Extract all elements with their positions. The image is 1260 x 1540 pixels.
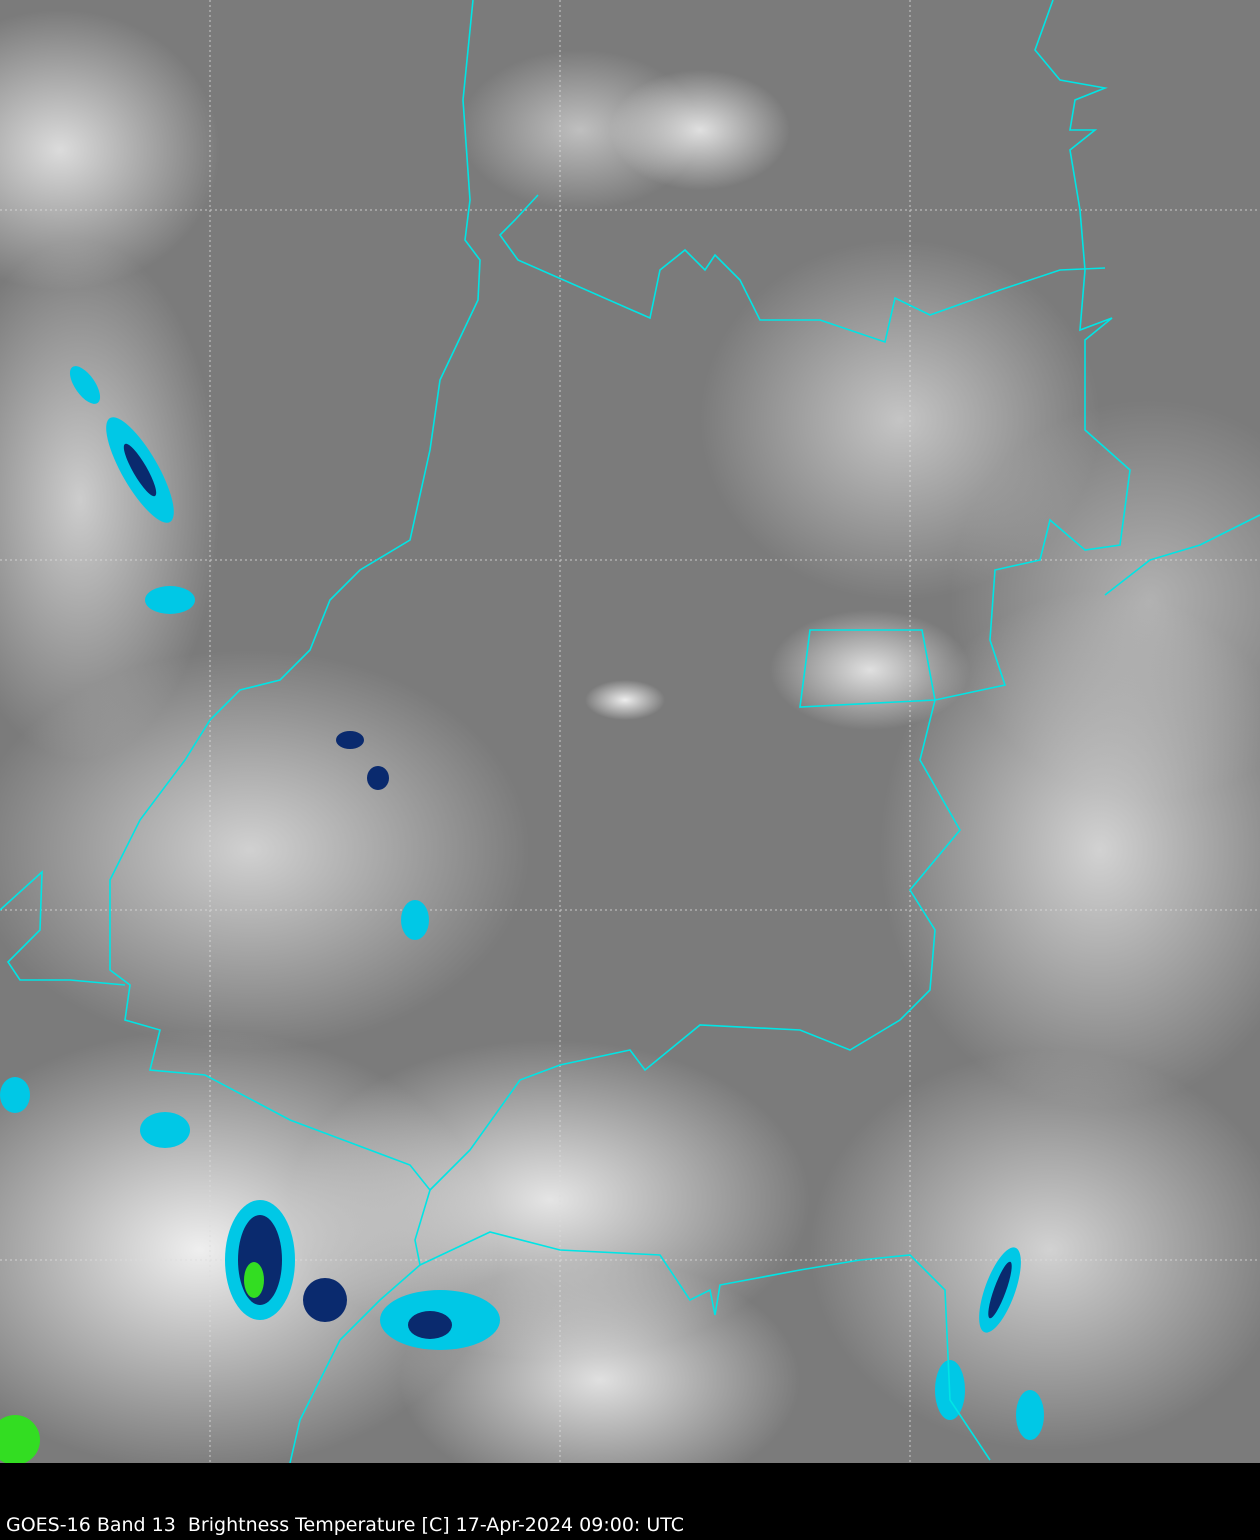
political-borders bbox=[0, 0, 1260, 1463]
cold-cloud bbox=[303, 1278, 347, 1322]
cold-cloud bbox=[123, 443, 157, 497]
map-overlay bbox=[0, 0, 1260, 1463]
brightness-temperature-imagery bbox=[0, 0, 1260, 1463]
coldest-core bbox=[244, 1262, 264, 1298]
cold-cloud bbox=[401, 900, 429, 940]
border-line bbox=[498, 194, 1106, 344]
border-line bbox=[1104, 514, 1260, 596]
lat-lon-gridlines bbox=[0, 0, 1260, 1463]
cold-cloud bbox=[408, 1311, 452, 1339]
cold-cloud-tops bbox=[0, 366, 1044, 1463]
border-line bbox=[0, 870, 126, 986]
coldest-core bbox=[0, 1415, 40, 1463]
image-caption: GOES-16 Band 13 Brightness Temperature [… bbox=[6, 1514, 685, 1536]
cold-cloud bbox=[140, 1112, 190, 1148]
cold-cloud bbox=[988, 1261, 1012, 1319]
cold-cloud bbox=[1016, 1390, 1044, 1440]
cold-cloud bbox=[145, 586, 195, 614]
border-line bbox=[799, 629, 936, 708]
cold-cloud bbox=[336, 731, 364, 749]
border-line bbox=[419, 1231, 991, 1461]
cold-cloud bbox=[367, 766, 389, 790]
cold-cloud bbox=[0, 1077, 30, 1113]
border-line bbox=[109, 0, 481, 1463]
border-line bbox=[429, 0, 1131, 1191]
cold-cloud bbox=[69, 366, 101, 404]
